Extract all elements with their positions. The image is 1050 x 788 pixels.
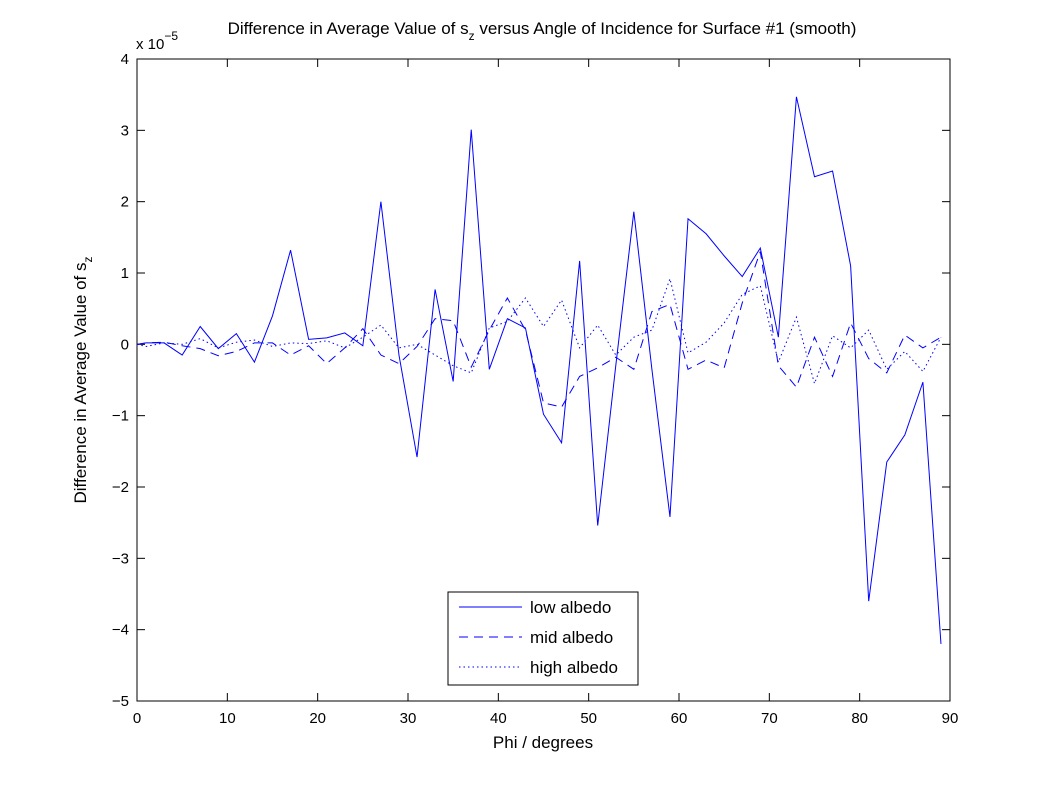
y-tick-label: 4 <box>121 51 129 68</box>
legend-label-mid-albedo: mid albedo <box>530 628 613 647</box>
series-line-low-albedo <box>136 96 942 644</box>
y-tick-label: 3 <box>121 122 129 139</box>
series-line-high-albedo <box>136 276 942 386</box>
x-tick-label: 20 <box>309 710 326 727</box>
title-tail: versus Angle of Incidence for Surface #1… <box>475 19 857 38</box>
plot-area <box>136 58 951 702</box>
x-tick-label: 70 <box>761 710 778 727</box>
x-tick-label: 30 <box>400 710 417 727</box>
y-tick-label: −3 <box>112 550 129 567</box>
y-tick-label: −1 <box>112 408 129 425</box>
y-tick-label: −4 <box>112 622 129 639</box>
series-line-mid-albedo <box>136 251 942 408</box>
x-tick-label: 10 <box>219 710 236 727</box>
x-tick-label: 50 <box>580 710 597 727</box>
y-tick-label: −5 <box>112 693 129 710</box>
title-subscript: z <box>469 29 475 43</box>
y-exponent-power: −5 <box>164 29 178 43</box>
x-tick-label: 40 <box>490 710 507 727</box>
y-axis-label: Difference in Average Value of sz <box>71 257 95 504</box>
chart-title: Difference in Average Value of sz versus… <box>228 19 857 43</box>
y-exponent-label: x 10−5 <box>136 29 178 53</box>
x-tick-label: 0 <box>133 710 141 727</box>
y-tick-label: 2 <box>121 194 129 211</box>
x-tick-label: 80 <box>851 710 868 727</box>
x-axis: 0 10 20 30 40 50 60 70 80 90 <box>133 59 959 727</box>
y-axis-label-main: Difference in Average Value of s <box>71 263 90 504</box>
title-main: Difference in Average Value of s <box>228 19 469 38</box>
x-tick-label: 60 <box>671 710 688 727</box>
y-exponent-prefix: x 10 <box>136 36 164 53</box>
y-tick-label: −2 <box>112 479 129 496</box>
y-tick-label: 0 <box>121 336 129 353</box>
x-tick-label: 90 <box>942 710 959 727</box>
y-axis-label-subscript: z <box>81 257 95 263</box>
series-lines <box>136 96 942 644</box>
legend-label-low-albedo: low albedo <box>530 598 611 617</box>
y-tick-label: 1 <box>121 265 129 282</box>
y-axis: −5 −4 −3 −2 −1 0 1 2 3 4 <box>112 51 950 710</box>
legend: low albedo mid albedo high albedo <box>447 591 639 686</box>
legend-label-high-albedo: high albedo <box>530 658 618 677</box>
x-axis-label: Phi / degrees <box>493 733 593 752</box>
